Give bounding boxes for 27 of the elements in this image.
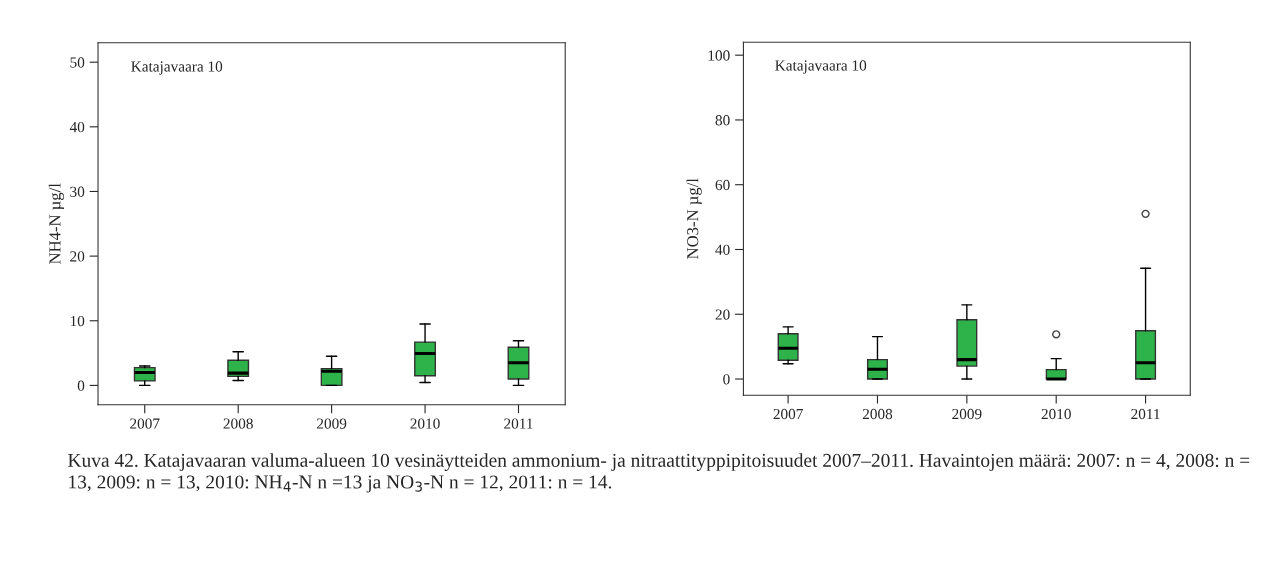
y-axis-title: NO3-N µg/l — [686, 178, 702, 259]
x-tick-label: 2010 — [1041, 408, 1071, 420]
x-tick-label: 2011 — [1131, 408, 1160, 420]
y-tick-label: 20 — [70, 251, 85, 262]
x-tick-label: 2011 — [504, 418, 533, 429]
y-tick-label: 0 — [723, 374, 730, 385]
x-tick-label: 2009 — [317, 418, 347, 429]
text: Katajavaara 10 — [775, 60, 867, 74]
x-tick-label: 2009 — [952, 408, 982, 420]
y-tick-label: 0 — [77, 380, 85, 391]
text: Kuva 42. Katajavaaran valuma-alueen 10 vesinäytteiden ammonium- ja nitraattityppipitoisuudet 2007–2011. Havaintojen määrä: 2007: n = 4, 2008: n = 13, 2009: n = 13, 2010: NH$_{4}$-N n =13 ja NO$_{3}$-N n = 12, 2011: n = 14. — [68, 453, 1250, 493]
text: Katajavaara 10 — [131, 61, 223, 75]
y-tick-label: 10 — [70, 315, 85, 327]
x-tick-label: 2007 — [773, 408, 803, 420]
y-tick-label: 40 — [69, 121, 85, 133]
y-tick-label: 20 — [715, 309, 730, 320]
y-tick-label: 50 — [70, 57, 85, 68]
x-tick-label: 2008 — [223, 418, 253, 429]
x-tick-label: 2007 — [130, 418, 160, 429]
y-tick-label: 60 — [715, 179, 730, 191]
x-tick-label: 2008 — [862, 408, 893, 420]
y-tick-label: 100 — [708, 50, 730, 61]
y-tick-label: 40 — [715, 244, 730, 255]
x-tick-label: 2010 — [410, 418, 440, 429]
y-axis-title: NH4-N µg/l — [48, 183, 64, 264]
y-tick-label: 30 — [70, 186, 85, 197]
y-tick-label: 80 — [715, 115, 730, 126]
